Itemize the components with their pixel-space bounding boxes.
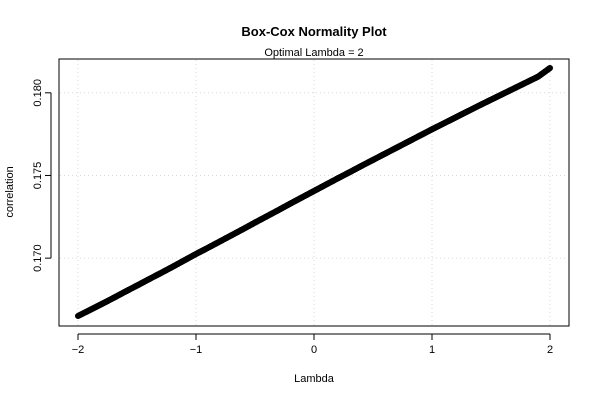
x-tick-label-0: −2 — [72, 344, 85, 356]
y-tick-label-1: 0.175 — [32, 162, 44, 190]
chart-title: Box-Cox Normality Plot — [241, 24, 387, 39]
chart-subtitle: Optimal Lambda = 2 — [264, 47, 363, 59]
y-axis: 0.170 0.175 0.180 — [32, 79, 52, 272]
x-tick-label-1: −1 — [190, 344, 203, 356]
y-axis-label: correlation — [4, 166, 16, 217]
x-tick-label-2: 0 — [311, 344, 317, 356]
data-points — [74, 64, 554, 320]
x-tick-label-3: 1 — [429, 344, 435, 356]
x-tick-label-4: 2 — [547, 344, 553, 356]
data-point — [546, 64, 554, 72]
y-tick-label-0: 0.170 — [32, 244, 44, 272]
y-tick-label-2: 0.180 — [32, 79, 44, 107]
x-axis: −2 −1 0 1 2 — [72, 333, 553, 356]
x-axis-label: Lambda — [294, 373, 335, 385]
plot-frame — [58, 58, 570, 327]
